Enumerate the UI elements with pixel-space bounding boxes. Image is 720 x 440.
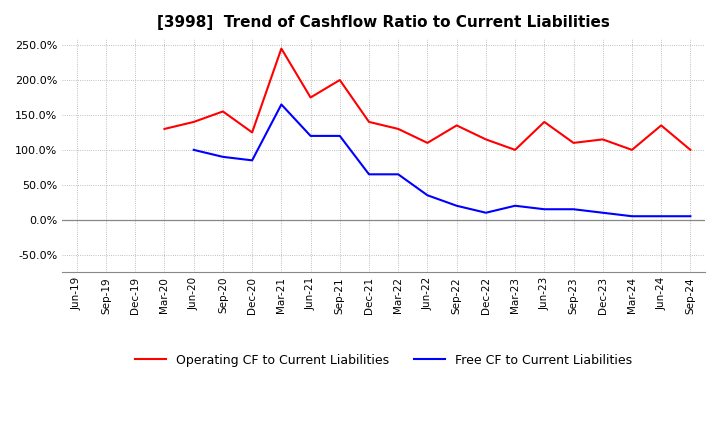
Operating CF to Current Liabilities [219, 109, 228, 114]
Free CF to Current Liabilities [219, 154, 228, 159]
Free CF to Current Liabilities [365, 172, 374, 177]
Free CF to Current Liabilities [686, 213, 695, 219]
Legend: Operating CF to Current Liabilities, Free CF to Current Liabilities: Operating CF to Current Liabilities, Fre… [130, 348, 637, 371]
Line: Operating CF to Current Liabilities: Operating CF to Current Liabilities [106, 48, 690, 195]
Free CF to Current Liabilities [570, 207, 578, 212]
Operating CF to Current Liabilities [336, 77, 344, 83]
Operating CF to Current Liabilities [423, 140, 432, 146]
Operating CF to Current Liabilities [686, 147, 695, 153]
Operating CF to Current Liabilities [160, 126, 168, 132]
Free CF to Current Liabilities [628, 213, 636, 219]
Free CF to Current Liabilities [306, 133, 315, 139]
Free CF to Current Liabilities [248, 158, 256, 163]
Operating CF to Current Liabilities [452, 123, 461, 128]
Operating CF to Current Liabilities [365, 119, 374, 125]
Free CF to Current Liabilities [394, 172, 402, 177]
Free CF to Current Liabilities [131, 263, 140, 268]
Free CF to Current Liabilities [189, 147, 198, 153]
Operating CF to Current Liabilities [189, 119, 198, 125]
Operating CF to Current Liabilities [570, 140, 578, 146]
Free CF to Current Liabilities [657, 213, 665, 219]
Operating CF to Current Liabilities [598, 137, 607, 142]
Operating CF to Current Liabilities [277, 46, 286, 51]
Operating CF to Current Liabilities [248, 130, 256, 135]
Title: [3998]  Trend of Cashflow Ratio to Current Liabilities: [3998] Trend of Cashflow Ratio to Curren… [157, 15, 610, 30]
Free CF to Current Liabilities [423, 193, 432, 198]
Free CF to Current Liabilities [540, 207, 549, 212]
Free CF to Current Liabilities [598, 210, 607, 215]
Operating CF to Current Liabilities [482, 137, 490, 142]
Free CF to Current Liabilities [482, 210, 490, 215]
Free CF to Current Liabilities [336, 133, 344, 139]
Free CF to Current Liabilities [452, 203, 461, 209]
Operating CF to Current Liabilities [102, 193, 110, 198]
Operating CF to Current Liabilities [657, 123, 665, 128]
Free CF to Current Liabilities [510, 203, 519, 209]
Operating CF to Current Liabilities [394, 126, 402, 132]
Operating CF to Current Liabilities [540, 119, 549, 125]
Free CF to Current Liabilities [277, 102, 286, 107]
Line: Free CF to Current Liabilities: Free CF to Current Liabilities [135, 104, 690, 265]
Operating CF to Current Liabilities [628, 147, 636, 153]
Operating CF to Current Liabilities [306, 95, 315, 100]
Operating CF to Current Liabilities [510, 147, 519, 153]
